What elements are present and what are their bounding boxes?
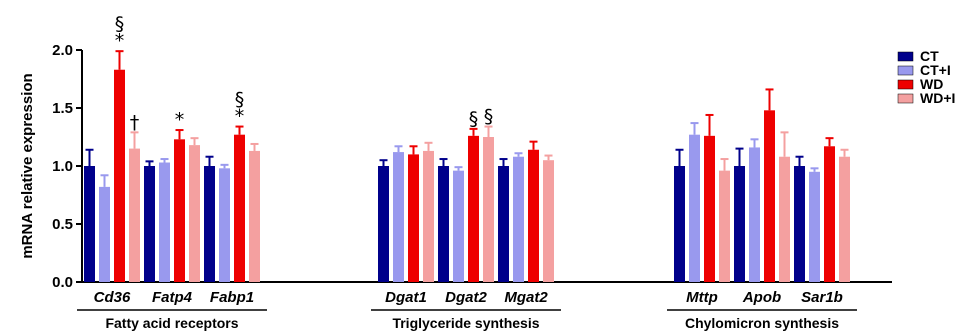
- significance-marker: §: [469, 108, 479, 130]
- bar: [498, 166, 509, 282]
- bar: [219, 168, 230, 282]
- category-label: Mttp: [686, 289, 718, 306]
- bar: [528, 149, 539, 282]
- category-label: Cd36: [94, 289, 131, 306]
- bar: [809, 171, 820, 282]
- bar: [144, 166, 155, 282]
- bar: [689, 134, 700, 282]
- bar: [734, 166, 745, 282]
- bars: [84, 50, 850, 282]
- significance-marker: *: [175, 109, 185, 131]
- bar: [674, 166, 685, 282]
- legend-label: CT+I: [920, 62, 951, 78]
- bar: [99, 186, 110, 282]
- bar: [749, 147, 760, 282]
- bar: [84, 166, 95, 282]
- legend-swatch: [897, 93, 914, 104]
- significance-marker: *: [235, 106, 245, 128]
- bar: [159, 162, 170, 282]
- legend-swatch: [897, 51, 914, 62]
- category-label: Sar1b: [801, 289, 843, 306]
- legend-swatch: [897, 79, 914, 90]
- category-label: Mgat2: [504, 289, 548, 306]
- bar: [234, 134, 245, 282]
- bar: [513, 156, 524, 282]
- bar: [174, 139, 185, 282]
- significance-marker: §: [115, 13, 125, 35]
- bar: [824, 146, 835, 282]
- bar: [423, 150, 434, 282]
- bar: [378, 166, 389, 282]
- category-label: Dgat2: [445, 289, 487, 306]
- bar: [114, 69, 125, 282]
- significance-marker: †: [130, 111, 140, 133]
- bar: [189, 145, 200, 282]
- bar: [839, 156, 850, 282]
- significance-marker: §: [484, 106, 494, 128]
- group-label: Chylomicron synthesis: [685, 315, 839, 331]
- bar: [438, 166, 449, 282]
- y-tick-label: 0.0: [52, 274, 73, 291]
- group-label: Fatty acid receptors: [105, 315, 238, 331]
- y-tick-label: 1.5: [52, 100, 73, 117]
- significance-marker: §: [235, 89, 245, 111]
- bar: [249, 150, 260, 282]
- y-axis-label: mRNA relative expression: [19, 73, 36, 258]
- bar: [779, 156, 790, 282]
- legend-label: WD: [920, 76, 943, 92]
- bar: [453, 170, 464, 282]
- y-tick-label: 1.0: [52, 158, 73, 175]
- bar: [393, 152, 404, 282]
- significance-marker: *: [115, 30, 125, 52]
- bar: [704, 135, 715, 282]
- group-label: Triglyceride synthesis: [392, 315, 539, 331]
- category-label: Dgat1: [385, 289, 427, 306]
- y-tick-label: 0.5: [52, 216, 73, 233]
- bar: [204, 166, 215, 282]
- bar: [543, 160, 554, 282]
- category-label: Fatp4: [152, 289, 193, 306]
- category-label: Apob: [742, 289, 781, 306]
- bar: [408, 154, 419, 282]
- bar: [719, 170, 730, 282]
- bar: [129, 148, 140, 282]
- bar: [764, 110, 775, 282]
- bar: [794, 166, 805, 282]
- bar: [483, 137, 494, 282]
- y-tick-label: 2.0: [52, 42, 73, 59]
- bar: [468, 135, 479, 282]
- legend-label: CT: [920, 48, 939, 64]
- legend-label: WD+I: [920, 90, 955, 106]
- legend-swatch: [897, 65, 914, 76]
- category-label: Fabp1: [210, 289, 254, 306]
